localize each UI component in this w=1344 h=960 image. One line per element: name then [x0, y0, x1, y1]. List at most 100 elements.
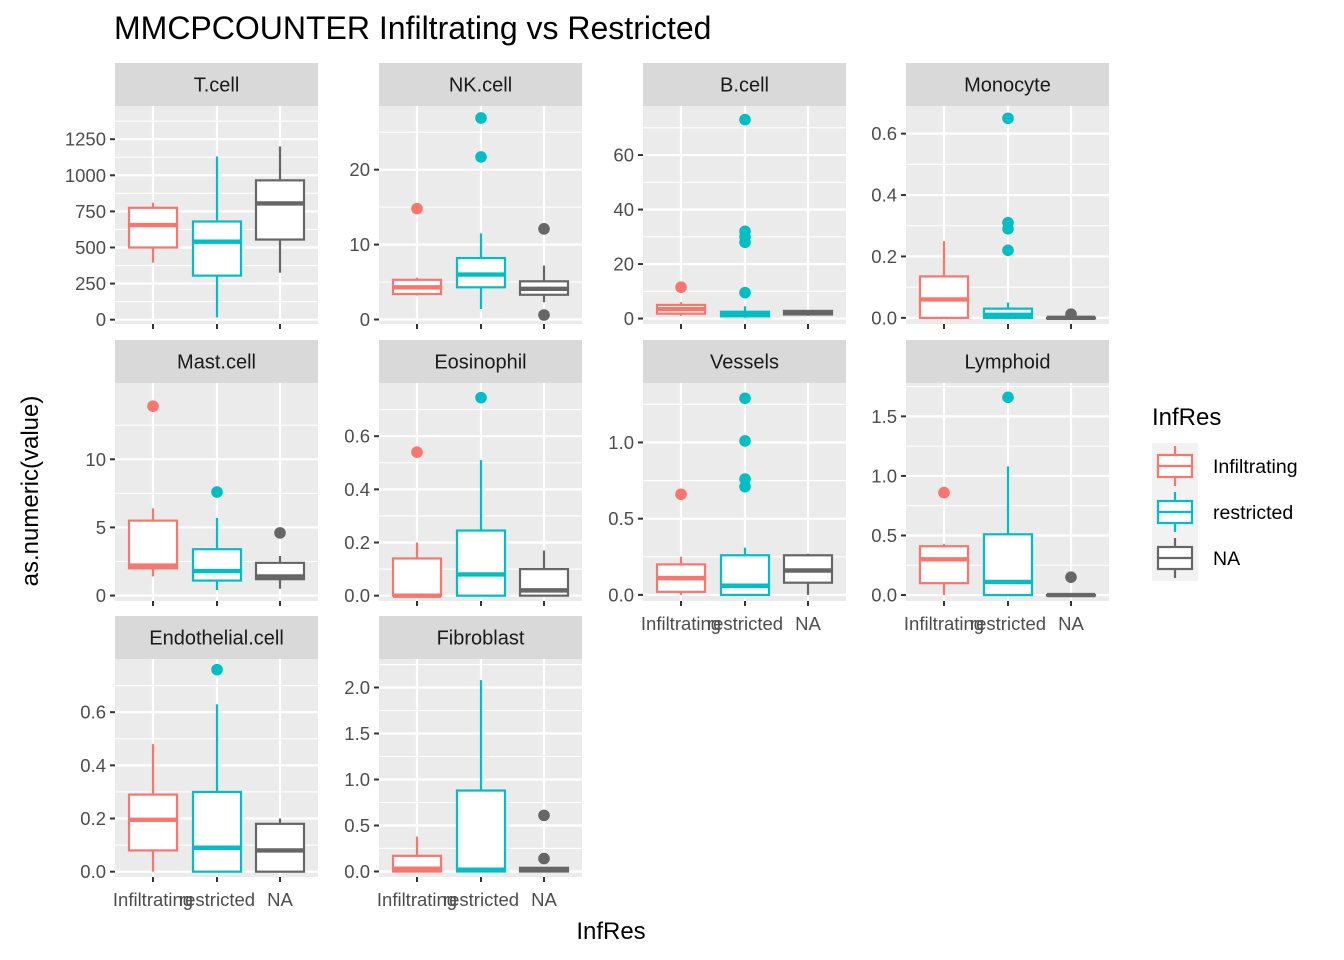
- outlier-point: [739, 113, 751, 126]
- outlier-point: [739, 392, 751, 405]
- x-tick-label: Infiltrating: [113, 889, 193, 910]
- y-axis-title: as.numeric(value): [17, 396, 44, 587]
- outlier-point: [211, 486, 223, 498]
- y-tick-label: 20: [613, 254, 634, 275]
- outlier-point: [675, 281, 687, 294]
- y-tick-label: 0: [96, 309, 106, 330]
- facet-label: Mast.cell: [177, 352, 256, 374]
- box-infiltrating: [391, 202, 443, 296]
- strip-background: [379, 63, 582, 106]
- y-tick-label: 0.5: [344, 815, 370, 836]
- strip-background: [379, 616, 582, 659]
- y-tick-label: 60: [613, 145, 634, 166]
- iqr-box: [254, 822, 306, 873]
- y-tick-label: 1.5: [344, 723, 370, 744]
- strip-background: [379, 340, 582, 383]
- y-tick-label: 0.5: [608, 508, 634, 529]
- x-tick-label: NA: [531, 889, 557, 910]
- x-tick-label: restricted: [970, 613, 1046, 634]
- x-tick-label: restricted: [179, 889, 255, 910]
- box-restricted: [191, 663, 243, 873]
- iqr-box: [719, 554, 771, 597]
- legend-keys: Infiltrating restricted NA: [1152, 443, 1298, 581]
- outlier-point: [739, 435, 751, 447]
- box-infiltrating: [127, 202, 179, 263]
- facet-label: T.cell: [194, 75, 240, 97]
- strip-background: [906, 340, 1109, 383]
- outlier-point: [1065, 571, 1077, 583]
- iqr-box: [191, 548, 243, 582]
- y-tick-label: 0.0: [344, 585, 370, 606]
- y-tick-label: 1.0: [871, 465, 897, 486]
- iqr-box: [918, 275, 970, 319]
- iqr-box: [127, 519, 179, 570]
- box-restricted: [455, 391, 507, 597]
- legend-key-na: NA: [1152, 535, 1240, 581]
- box-na: [518, 550, 570, 597]
- y-tick-label: 5: [96, 517, 106, 538]
- facet-nk-cell: 0 10 20 NK.cell: [349, 63, 582, 330]
- facet-label: Lymphoid: [965, 352, 1051, 374]
- outlier-point: [1002, 244, 1014, 257]
- iqr-box: [191, 220, 243, 277]
- strip-background: [115, 616, 318, 659]
- x-tick-label: restricted: [443, 889, 519, 910]
- outlier-point: [411, 446, 423, 458]
- outlier-point: [147, 400, 159, 412]
- outlier-point: [1002, 391, 1014, 404]
- y-tick-label: 20: [349, 159, 370, 180]
- outlier-point: [739, 286, 751, 299]
- iqr-box: [455, 529, 507, 597]
- y-tick-label: 0.6: [344, 426, 370, 447]
- outlier-point: [1002, 112, 1014, 125]
- box-na: [254, 818, 306, 873]
- outlier-point: [739, 225, 751, 238]
- box-infiltrating: [655, 281, 707, 316]
- facet-endothelial-cell: 0.0 0.2 0.4 0.6 Endothelial.cell Infiltrating…: [80, 616, 318, 910]
- legend-label: Infiltrating: [1213, 456, 1298, 478]
- legend-title: InfRes: [1152, 404, 1221, 431]
- y-tick-label: 0.2: [871, 246, 897, 267]
- box-restricted: [455, 680, 507, 873]
- legend-label: NA: [1213, 548, 1240, 570]
- box-na: [782, 553, 834, 595]
- y-tick-label: 0.2: [344, 532, 370, 553]
- outlier-point: [538, 309, 550, 321]
- y-tick-label: 0.6: [80, 702, 106, 723]
- facet-label: Endothelial.cell: [149, 628, 284, 650]
- box-na: [254, 146, 306, 273]
- iqr-box: [455, 789, 507, 873]
- outlier-point: [538, 809, 550, 822]
- outlier-point: [739, 473, 751, 485]
- legend-key-restricted: restricted: [1152, 489, 1293, 535]
- legend: InfRes Infiltrating restricted NA: [1152, 404, 1298, 581]
- x-axis-title: InfRes: [576, 918, 645, 945]
- x-tick-label: Infiltrating: [641, 613, 721, 634]
- box-infiltrating: [391, 836, 443, 873]
- legend-label: restricted: [1213, 502, 1293, 524]
- box-restricted: [191, 486, 243, 591]
- facet-lymphoid: 0.0 0.5 1.0 1.5 Lymphoid Infiltratingrestrict…: [871, 340, 1109, 634]
- box-restricted: [719, 113, 771, 318]
- y-tick-label: 0.0: [871, 585, 897, 606]
- y-tick-label: 10: [85, 449, 106, 470]
- facet-t-cell: 0 250 500 750 1000 1250 T.cell: [65, 63, 318, 330]
- y-tick-label: 1.5: [871, 406, 897, 427]
- strip-background: [906, 63, 1109, 106]
- box-infiltrating: [391, 446, 443, 598]
- outlier-point: [538, 852, 550, 865]
- y-tick-label: 0.6: [871, 123, 897, 144]
- facet-b-cell: 0 20 40 60 B.cell: [613, 63, 846, 329]
- y-tick-label: 1.0: [608, 432, 634, 453]
- y-tick-label: 0.2: [80, 808, 106, 829]
- iqr-box: [127, 793, 179, 852]
- y-tick-label: 2.0: [344, 677, 370, 698]
- x-tick-label: Infiltrating: [377, 889, 457, 910]
- outlier-point: [475, 112, 487, 124]
- y-tick-label: 0.4: [344, 479, 370, 500]
- y-tick-label: 0.0: [344, 861, 370, 882]
- box-restricted: [191, 156, 243, 318]
- outlier-point: [1065, 308, 1077, 320]
- facet-eosinophil: 0.0 0.2 0.4 0.6 Eosinophil: [344, 340, 582, 606]
